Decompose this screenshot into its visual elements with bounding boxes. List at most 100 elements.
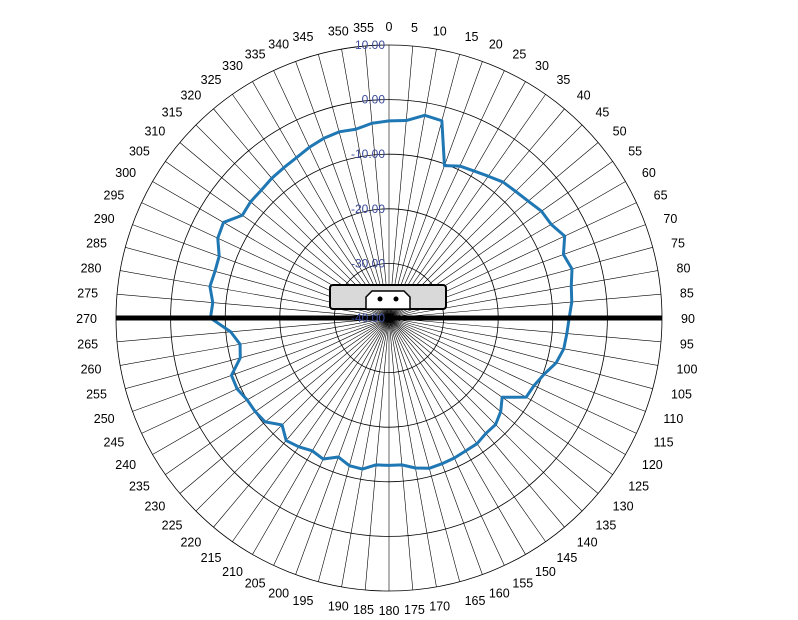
spoke-10 — [388, 49, 437, 319]
spoke-140 — [388, 317, 565, 528]
spoke-155 — [388, 317, 505, 566]
spoke-255 — [125, 317, 390, 389]
spoke-215 — [232, 317, 390, 542]
angle-tick-label: 295 — [104, 189, 125, 203]
spoke-30 — [388, 81, 526, 319]
angle-tick-label: 265 — [77, 337, 98, 351]
spoke-220 — [213, 317, 390, 528]
angle-tick-label: 10 — [433, 24, 447, 38]
spoke-200 — [295, 317, 390, 575]
angle-tick-label: 70 — [663, 212, 677, 226]
angle-tick-label: 105 — [671, 388, 692, 402]
angle-tick-label: 65 — [654, 189, 668, 203]
angle-tick-label: 235 — [129, 479, 150, 493]
angle-tick-label: 100 — [677, 363, 698, 377]
angle-tick-label: 280 — [81, 261, 102, 275]
spoke-350 — [341, 49, 390, 319]
angle-tick-label: 170 — [429, 600, 450, 614]
spoke-225 — [195, 317, 390, 512]
spoke-170 — [388, 317, 437, 587]
angle-tick-label: 195 — [293, 594, 314, 608]
spoke-135 — [388, 317, 583, 512]
angle-tick-label: 320 — [180, 88, 201, 102]
radial-tick-labels: 10.00 0.00 -10.00 -20.00 -30.00 -40.00 — [351, 38, 385, 325]
spoke-325 — [232, 94, 390, 319]
angle-tick-label: 155 — [512, 577, 533, 591]
angle-tick-label: 350 — [328, 24, 349, 38]
spoke-275 — [117, 293, 390, 319]
angle-tick-label: 125 — [628, 479, 649, 493]
angle-tick-label: 205 — [245, 577, 266, 591]
spoke-125 — [388, 317, 613, 475]
radial-tick-label: -20.00 — [351, 202, 385, 216]
spoke-250 — [132, 317, 390, 412]
angle-tick-label: 75 — [671, 236, 685, 250]
angle-tick-label: 0 — [386, 20, 393, 34]
angle-tick-label: 345 — [293, 30, 314, 44]
angle-tick-label: 190 — [328, 600, 349, 614]
spoke-105 — [388, 317, 653, 389]
angle-tick-label: 5 — [411, 21, 418, 35]
spoke-355 — [364, 46, 390, 319]
radial-tick-label: -40.00 — [351, 311, 385, 325]
spoke-20 — [388, 61, 483, 319]
spoke-5 — [388, 46, 414, 319]
spoke-245 — [141, 317, 390, 434]
radial-tick-label: 0.00 — [362, 93, 386, 107]
spoke-240 — [152, 317, 390, 455]
angle-tick-label: 220 — [180, 536, 201, 550]
spoke-100 — [388, 317, 658, 366]
angle-tick-label: 165 — [465, 594, 486, 608]
angle-tick-label: 340 — [268, 38, 289, 52]
spoke-115 — [388, 317, 637, 434]
angle-tick-label: 110 — [663, 412, 683, 426]
angle-tick-label: 95 — [680, 337, 694, 351]
spoke-210 — [252, 317, 390, 555]
angle-tick-label: 55 — [628, 145, 642, 159]
angle-tick-label: 225 — [162, 518, 183, 532]
angle-tick-label: 305 — [129, 145, 150, 159]
spoke-150 — [388, 317, 526, 555]
angle-tick-label: 35 — [556, 73, 570, 87]
angle-tick-label: 180 — [379, 604, 400, 618]
angle-tick-label: 215 — [201, 551, 222, 565]
angle-tick-label: 120 — [642, 458, 663, 472]
spoke-40 — [388, 108, 565, 319]
angle-tick-label: 160 — [489, 586, 510, 600]
angle-tick-label: 145 — [556, 551, 577, 565]
spoke-185 — [364, 317, 390, 590]
spoke-95 — [388, 317, 661, 343]
angle-tick-label: 200 — [268, 586, 289, 600]
spoke-195 — [318, 317, 390, 582]
angle-tick-label: 85 — [680, 287, 694, 301]
series-line-0 — [208, 113, 574, 471]
angle-tick-label: 25 — [512, 47, 526, 61]
angle-tick-label: 275 — [77, 287, 98, 301]
spoke-260 — [120, 317, 390, 366]
angle-tick-label: 150 — [535, 565, 556, 579]
spoke-130 — [388, 317, 599, 494]
spoke-175 — [388, 317, 414, 590]
spoke-85 — [388, 293, 661, 319]
angle-tick-label: 300 — [115, 166, 136, 180]
spoke-110 — [388, 317, 646, 412]
angle-tick-label: 135 — [595, 518, 616, 532]
angle-tick-label: 175 — [404, 603, 425, 617]
angle-tick-label: 240 — [115, 458, 136, 472]
angle-tick-label: 245 — [104, 435, 125, 449]
angle-tick-label: 60 — [642, 166, 656, 180]
angle-tick-label: 250 — [94, 412, 115, 426]
spoke-80 — [388, 270, 658, 319]
angle-tick-label: 20 — [489, 38, 503, 52]
angle-tick-label: 260 — [81, 363, 102, 377]
spoke-190 — [341, 317, 390, 587]
spoke-15 — [388, 54, 460, 319]
angle-tick-label: 185 — [353, 603, 374, 617]
angle-tick-label: 40 — [577, 88, 591, 102]
spoke-120 — [388, 317, 626, 455]
spoke-25 — [388, 70, 505, 319]
spoke-265 — [117, 317, 390, 343]
angle-tick-label: 230 — [144, 500, 165, 514]
radial-tick-label: -10.00 — [351, 147, 385, 161]
